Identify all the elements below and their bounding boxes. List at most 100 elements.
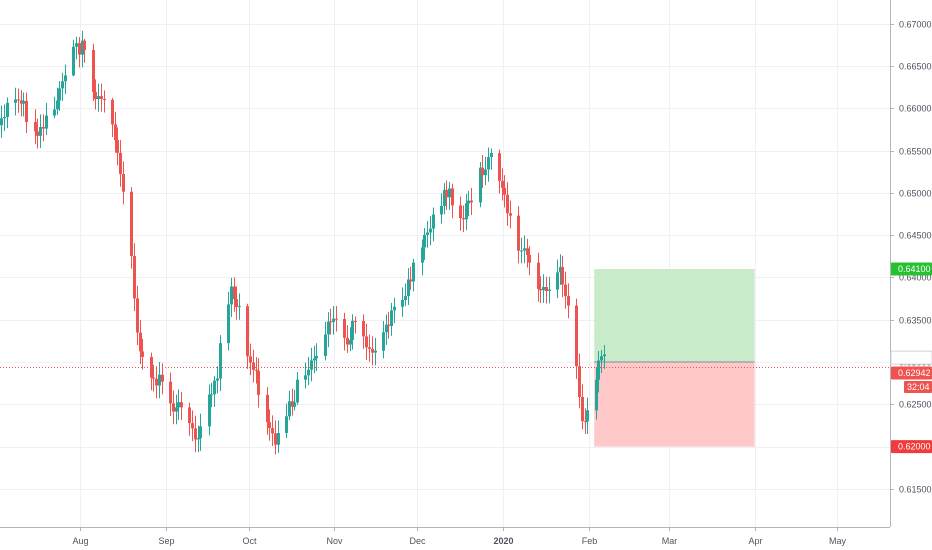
candle-up[interactable] [22,92,25,117]
y-tick-label[interactable]: 0.62500 [899,400,932,410]
candle-down[interactable] [581,384,584,430]
candle-up[interactable] [227,291,230,351]
candle-down[interactable] [503,175,506,208]
candle-down[interactable] [255,357,258,384]
candle-up[interactable] [72,39,75,77]
candle-up[interactable] [58,80,61,111]
candle-up[interactable] [213,376,216,407]
candle-up[interactable] [56,87,59,115]
candle-down[interactable] [498,149,501,194]
x-tick-label[interactable]: Aug [72,536,88,546]
candle-down[interactable] [36,118,39,149]
candle-down[interactable] [100,83,103,112]
candle-down[interactable] [161,363,164,395]
candle-up[interactable] [14,87,17,116]
candle-up[interactable] [404,283,407,306]
candle-up[interactable] [0,105,3,138]
position-zones[interactable] [594,268,755,447]
x-tick-label[interactable]: Mar [662,536,678,546]
candle-down[interactable] [78,37,81,68]
candle-down[interactable] [191,410,194,442]
candle-down[interactable] [34,109,37,145]
candle-down[interactable] [526,238,529,268]
candle-down[interactable] [368,334,371,362]
candle-up[interactable] [238,293,241,320]
candle-up[interactable] [288,390,291,421]
candle-down[interactable] [329,308,332,335]
candle-up[interactable] [210,382,213,408]
y-tick-label[interactable]: 0.65000 [899,189,932,199]
candle-down[interactable] [537,252,540,302]
candle-up[interactable] [490,148,493,170]
candle-down[interactable] [235,286,238,320]
candle-down[interactable] [343,312,346,351]
candle-down[interactable] [517,206,520,264]
x-axis-ticks[interactable]: Aug Sep Oct Nov Dec 2020 Feb Mar Apr May [72,527,846,546]
candle-down[interactable] [103,90,106,113]
candle-down[interactable] [25,92,28,134]
candle-up[interactable] [586,397,589,434]
candle-down[interactable] [180,392,183,421]
candle-up[interactable] [479,161,482,208]
x-tick-label[interactable]: Sep [158,536,174,546]
candle-down[interactable] [506,182,509,226]
candle-up[interactable] [313,345,316,374]
candle-up[interactable] [230,277,233,317]
candle-up[interactable] [6,97,9,129]
candle-up[interactable] [97,83,100,112]
candle-down[interactable] [249,343,252,376]
candle-up[interactable] [429,215,432,246]
candle-down[interactable] [133,243,136,312]
candle-down[interactable] [17,88,20,113]
candle-up[interactable] [277,420,280,453]
candle-down[interactable] [564,271,567,309]
candle-down[interactable] [387,312,390,339]
candle-down[interactable] [83,38,86,63]
candle-up[interactable] [45,102,48,136]
candle-down[interactable] [130,187,133,269]
candle-up[interactable] [216,366,219,394]
candle-down[interactable] [584,408,587,434]
candle-up[interactable] [158,362,161,399]
candle-up[interactable] [465,193,468,231]
x-tick-label[interactable]: Feb [582,536,598,546]
candle-down[interactable] [462,205,465,232]
candle-up[interactable] [307,356,310,386]
candle-down[interactable] [266,387,269,435]
candle-up[interactable] [448,181,451,211]
candle-up[interactable] [61,72,64,102]
candle-up[interactable] [401,287,404,317]
candle-up[interactable] [467,190,470,217]
candle-down[interactable] [561,255,564,298]
candle-down[interactable] [481,154,484,188]
candle-down[interactable] [268,409,271,441]
candle-up[interactable] [293,389,296,411]
candle-up[interactable] [393,297,396,324]
candle-down[interactable] [365,323,368,360]
candle-down[interactable] [116,127,119,166]
candle-down[interactable] [252,349,255,383]
candle-down[interactable] [42,114,45,142]
candle-up[interactable] [556,259,559,299]
profit-target-zone[interactable] [594,268,755,363]
candle-up[interactable] [423,228,426,261]
candle-down[interactable] [509,200,512,229]
y-tick-label[interactable]: 0.66500 [899,62,932,72]
candle-down[interactable] [335,306,338,332]
candle-down[interactable] [371,336,374,366]
candle-down[interactable] [291,388,294,416]
y-axis-ticks[interactable]: 0.615000.620000.625000.630000.635000.640… [890,20,932,495]
candle-down[interactable] [136,285,139,346]
candle-down[interactable] [409,266,412,291]
candle-down[interactable] [528,246,531,276]
candle-up[interactable] [559,254,562,286]
y-tick-label[interactable]: 0.65500 [899,147,932,157]
candle-down[interactable] [152,364,155,392]
candle-up[interactable] [443,183,446,215]
candle-down[interactable] [459,196,462,231]
candle-down[interactable] [114,111,117,153]
candle-up[interactable] [285,403,288,438]
candle-up[interactable] [349,327,352,352]
candle-down[interactable] [575,298,578,379]
